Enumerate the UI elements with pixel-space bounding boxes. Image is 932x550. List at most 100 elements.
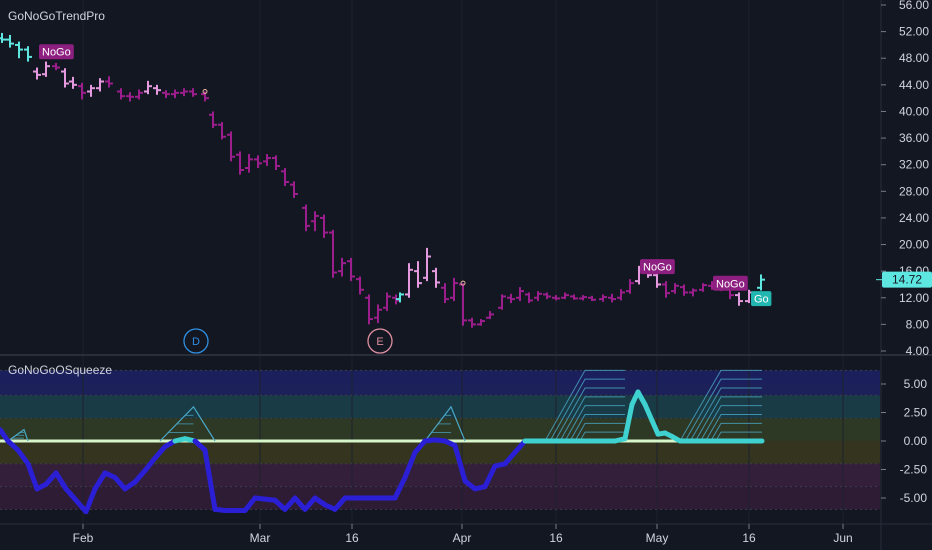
ohlc-bar[interactable] [432, 267, 440, 288]
ohlc-bar[interactable] [105, 76, 113, 88]
time-axis[interactable]: Feb Mar 16 Apr 16 May 16 Jun [73, 524, 853, 545]
time-axis-label: 16 [345, 531, 359, 545]
ohlc-bar[interactable] [135, 89, 143, 100]
ohlc-bar[interactable] [117, 88, 125, 100]
ohlc-bar[interactable] [405, 263, 413, 298]
ohlc-bar[interactable] [757, 274, 765, 291]
ohlc-bar[interactable] [689, 288, 697, 297]
oscillator-band-5 [0, 463, 880, 487]
ohlc-bar[interactable] [699, 283, 707, 292]
ohlc-bar[interactable] [236, 151, 244, 175]
ohlc-bar[interactable] [525, 292, 533, 304]
ohlc-bar[interactable] [87, 84, 95, 97]
ohlc-bar[interactable] [374, 304, 382, 324]
ohlc-bars[interactable] [0, 32, 765, 328]
ohlc-bar[interactable] [6, 34, 14, 48]
ohlc-bar[interactable] [302, 204, 310, 232]
ohlc-bar[interactable] [96, 78, 104, 92]
ohlc-bar[interactable] [588, 295, 596, 302]
squeeze-line-segment [282, 495, 298, 512]
ohlc-bar[interactable] [0, 32, 6, 43]
ohlc-bar[interactable] [608, 293, 616, 303]
event-marker[interactable]: D [183, 328, 209, 354]
ohlc-bar[interactable] [153, 84, 161, 95]
ohlc-bar[interactable] [329, 229, 337, 278]
ohlc-bar[interactable] [507, 293, 515, 304]
ohlc-bar[interactable] [338, 257, 346, 277]
ohlc-bar[interactable] [209, 111, 217, 129]
ohlc-bar[interactable] [42, 61, 50, 77]
ohlc-bar[interactable] [69, 76, 77, 89]
squeeze-line-segment [292, 495, 308, 512]
ohlc-bar[interactable] [543, 292, 551, 300]
ohlc-bar[interactable] [356, 276, 364, 295]
ohlc-bar[interactable] [662, 281, 670, 298]
ohlc-bar[interactable] [579, 295, 587, 301]
squeeze-line-segment [53, 470, 69, 492]
ohlc-bar[interactable] [24, 46, 32, 62]
oscillator-axis[interactable]: 5.00 2.50 0.00 -2.50 -5.00 [881, 377, 927, 505]
ohlc-bar[interactable] [626, 279, 634, 294]
ohlc-bar[interactable] [680, 284, 688, 296]
squeeze-line-segment [15, 447, 31, 467]
squeeze-oscillator[interactable] [0, 369, 765, 515]
ohlc-bar[interactable] [468, 317, 476, 328]
price-axis-label: 4.00 [906, 344, 930, 358]
squeeze-line-segment [242, 495, 258, 514]
ohlc-bar[interactable] [78, 82, 86, 100]
ohlc-bar[interactable] [561, 292, 569, 300]
squeeze-line-segment [132, 468, 148, 485]
ohlc-bar[interactable] [52, 62, 60, 71]
signal-tag-bg [640, 259, 675, 275]
event-marker[interactable]: E [367, 328, 393, 354]
ohlc-bar[interactable] [396, 292, 404, 303]
ohlc-bar[interactable] [516, 287, 524, 302]
ohlc-bar[interactable] [534, 291, 542, 302]
squeeze-fan-may-step-2 [710, 422, 762, 442]
ohlc-bar[interactable] [33, 67, 41, 80]
price-axis-label: 36.00 [899, 131, 929, 145]
ohlc-bar[interactable] [552, 295, 560, 301]
ohlc-bar[interactable] [383, 292, 391, 312]
ohlc-bar[interactable] [162, 90, 170, 99]
ohlc-bar[interactable] [617, 289, 625, 301]
ohlc-bar[interactable] [320, 214, 328, 238]
ohlc-bar[interactable] [450, 277, 458, 302]
time-axis-label: Apr [453, 531, 472, 545]
ohlc-bar[interactable] [347, 257, 355, 282]
ohlc-bar[interactable] [599, 294, 607, 302]
ohlc-bar[interactable] [245, 154, 253, 173]
ohlc-bar[interactable] [486, 311, 494, 320]
ohlc-bar[interactable] [254, 155, 262, 169]
ohlc-bar[interactable] [311, 211, 319, 232]
oscillator-band-0 [0, 370, 880, 384]
ohlc-bar[interactable] [423, 247, 431, 282]
ohlc-bar[interactable] [365, 294, 373, 325]
ohlc-bar[interactable] [290, 181, 298, 198]
ohlc-bar[interactable] [477, 319, 485, 326]
ohlc-bar[interactable] [126, 92, 134, 102]
ohlc-bar[interactable] [144, 80, 152, 95]
ohlc-bar[interactable] [735, 292, 743, 306]
ohlc-bar[interactable] [281, 168, 289, 186]
squeeze-line-segment [63, 486, 79, 503]
ohlc-bar[interactable] [498, 294, 506, 310]
ohlc-bar[interactable] [570, 294, 578, 300]
ohlc-bar[interactable] [15, 41, 23, 59]
ohlc-bar[interactable] [671, 283, 679, 294]
ohlc-bar[interactable] [61, 68, 69, 88]
ohlc-bar[interactable] [180, 88, 188, 97]
ohlc-bar[interactable] [653, 271, 661, 288]
ohlc-bar[interactable] [171, 89, 179, 99]
squeeze-fan-april-step-2 [574, 422, 625, 442]
ohlc-bar[interactable] [441, 283, 449, 304]
ohlc-bar[interactable] [272, 155, 280, 171]
ohlc-bar[interactable] [227, 131, 235, 162]
ohlc-bar[interactable] [414, 261, 422, 288]
squeeze-line-segment [142, 455, 158, 474]
ohlc-bar[interactable] [218, 122, 226, 140]
ohlc-bar[interactable] [189, 88, 197, 97]
ohlc-bar[interactable] [263, 154, 271, 167]
